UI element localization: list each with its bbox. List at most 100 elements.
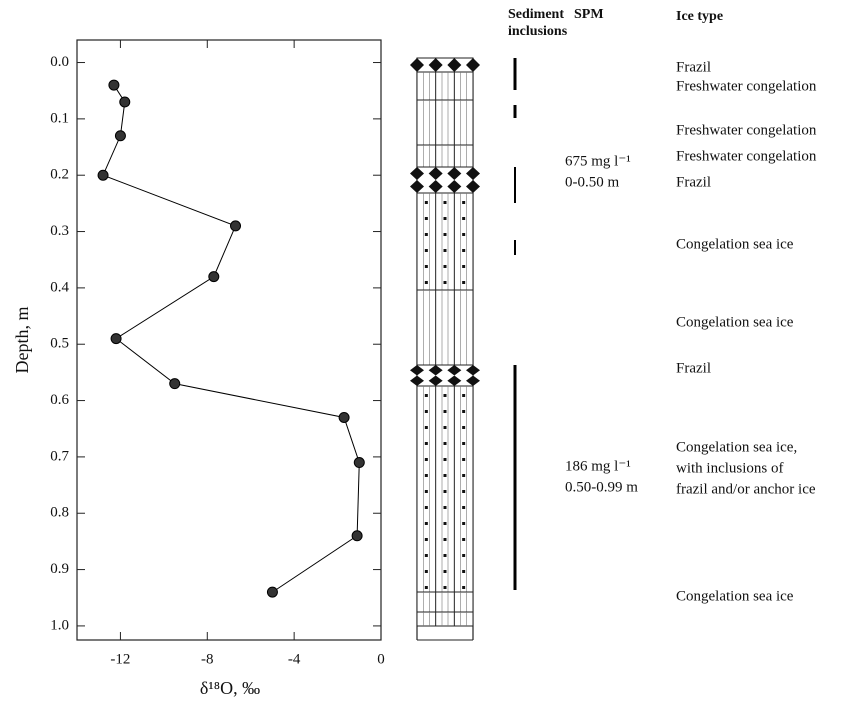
data-point [266, 586, 278, 598]
column-layer [416, 99, 474, 146]
data-point [169, 378, 181, 390]
column-dot [462, 570, 466, 573]
column-dot [424, 201, 428, 204]
data-point [108, 79, 120, 91]
column-dot [424, 217, 428, 220]
column-dot [462, 490, 466, 493]
column-dot [424, 506, 428, 509]
column-dot [443, 249, 447, 252]
column-layer [416, 364, 474, 387]
column-dot [443, 490, 447, 493]
column-dot [462, 249, 466, 252]
y-tick-label: 0.2 [50, 167, 69, 183]
frazil-crystal [447, 167, 462, 180]
frazil-crystal [466, 167, 480, 180]
column-dot [424, 570, 428, 573]
column-layer [416, 591, 474, 613]
column-dot [462, 201, 466, 204]
column-dot [462, 233, 466, 236]
frazil-crystal [466, 180, 480, 193]
column-dot [424, 522, 428, 525]
x-tick-label: 0 [377, 651, 385, 667]
ice-type-label: Congelation sea ice [676, 588, 794, 604]
plot-frame [76, 39, 382, 641]
ice-type-label: with inclusions of [676, 460, 784, 476]
x-tick-label: -12 [110, 651, 130, 667]
column-dot [424, 586, 428, 589]
ice-type-label: Congelation sea ice, [676, 439, 797, 455]
ice-column: Sediment inclusions SPM Ice type 675 mg l⁻¹ 0… [410, 7, 817, 641]
column-dot [443, 201, 447, 204]
y-tick-label: 0.3 [50, 223, 69, 239]
x-tick-label: -4 [288, 651, 301, 667]
column-dot [462, 554, 466, 557]
column-dot [443, 233, 447, 236]
column-layer [416, 166, 474, 194]
column-dot [424, 426, 428, 429]
spm-note: 675 mg l⁻¹ [565, 153, 631, 169]
spm-note: 0-0.50 m [565, 174, 619, 190]
frazil-crystal [410, 365, 424, 376]
column-dot [424, 458, 428, 461]
ice-type-label: Freshwater congelation [676, 148, 817, 164]
column-layer [416, 385, 474, 593]
column-dot [462, 586, 466, 589]
frazil-crystal [466, 375, 480, 386]
column-dot [462, 394, 466, 397]
column-dot [443, 426, 447, 429]
header-sediment: Sediment [508, 7, 564, 22]
spm-note: 186 mg l⁻¹ [565, 458, 631, 474]
frazil-crystal [428, 180, 443, 193]
column-dot [443, 474, 447, 477]
ice-type-label: Congelation sea ice [676, 314, 794, 330]
y-tick-label: 0.4 [50, 279, 69, 295]
data-point [338, 411, 350, 423]
column-layer [416, 144, 474, 168]
column-dot [443, 570, 447, 573]
column-layer [416, 611, 474, 627]
spm-note: 0.50-0.99 m [565, 479, 638, 495]
column-dot [462, 458, 466, 461]
x-tick-label: -8 [201, 651, 214, 667]
column-dot [462, 506, 466, 509]
frazil-crystal [428, 375, 443, 386]
column-dot [462, 281, 466, 284]
ice-type-label: frazil and/or anchor ice [676, 481, 816, 497]
frazil-crystal [447, 180, 462, 193]
column-dot [462, 538, 466, 541]
frazil-crystal [410, 58, 424, 72]
column-dot [462, 522, 466, 525]
data-point [208, 271, 220, 283]
column-layer [416, 71, 474, 101]
y-tick-label: 0.9 [50, 561, 69, 577]
column-dot [443, 458, 447, 461]
column-dot [424, 442, 428, 445]
ice-type-label: Frazil [676, 174, 711, 190]
y-tick-label: 0.6 [50, 392, 69, 408]
y-axis-label: Depth, m [12, 307, 32, 374]
frazil-crystal [466, 58, 480, 72]
data-point [230, 220, 242, 232]
column-dot [424, 554, 428, 557]
y-tick-label: 1.0 [50, 617, 69, 633]
column-dot [462, 474, 466, 477]
data-point [110, 333, 122, 345]
column-dot [462, 410, 466, 413]
column-dot [443, 506, 447, 509]
frazil-crystal [410, 375, 424, 386]
column-dot [443, 281, 447, 284]
column-dot [443, 554, 447, 557]
ice-type-label: Freshwater congelation [676, 122, 817, 138]
frazil-crystal [410, 180, 424, 193]
column-dot [424, 410, 428, 413]
column-dot [443, 217, 447, 220]
frazil-crystal [428, 58, 443, 72]
data-point [114, 130, 126, 142]
frazil-crystal [428, 365, 443, 376]
header-spm: SPM [574, 7, 604, 22]
column-dot [424, 265, 428, 268]
frazil-crystal [466, 365, 480, 376]
x-axis-label: δ¹⁸O, ‰ [200, 678, 260, 698]
y-tick-label: 0.8 [50, 505, 69, 521]
column-layer [416, 192, 474, 291]
